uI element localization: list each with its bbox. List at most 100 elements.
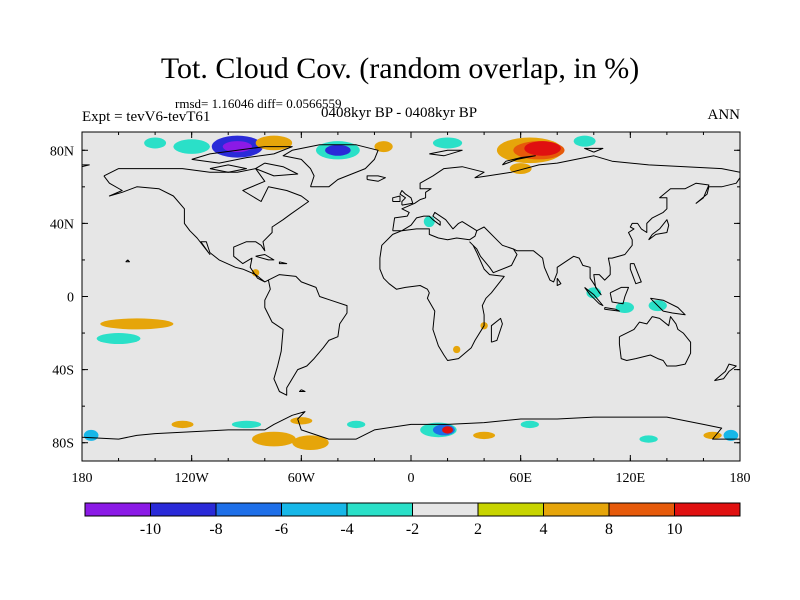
colorbar-bin: [477, 502, 544, 517]
chart-title: Tot. Cloud Cov. (random overlap, in %): [160, 52, 640, 85]
coastlines: [82, 144, 740, 440]
anomaly-region: [100, 318, 174, 330]
anomaly-region: [432, 137, 463, 149]
colorbar: -10 -8 -6 -4 -2 2 4 8 10: [84, 502, 741, 538]
map-background: [82, 132, 740, 461]
coastline: [429, 149, 463, 157]
coastline: [604, 307, 620, 312]
anomaly-region: [255, 135, 293, 151]
x-tick-label: 0: [408, 471, 415, 486]
colorbar-bin: [608, 502, 675, 517]
coastline: [103, 168, 310, 283]
anomaly-region: [520, 420, 539, 429]
colorbar-label: -8: [209, 521, 222, 538]
anomaly-region: [509, 163, 532, 175]
anomaly-region: [723, 429, 739, 441]
coastline: [399, 190, 414, 206]
colorbar-label: 8: [605, 521, 613, 538]
coastline: [618, 316, 692, 367]
coastline: [255, 162, 299, 177]
anomaly-region: [703, 431, 722, 440]
anomaly-region: [573, 135, 596, 147]
season-label: ANN: [707, 107, 741, 123]
anomaly-region: [442, 426, 454, 434]
anomaly-region: [325, 144, 351, 156]
period-label: 0408kyr BP - 0408kyr BP: [321, 105, 478, 121]
anomaly-region: [639, 435, 658, 443]
experiment-label: Expt = tevV6-tevT61: [82, 109, 211, 125]
colorbar-bin: [215, 502, 282, 517]
anomaly-region: [251, 431, 296, 447]
colorbar-bin: [84, 502, 151, 517]
coastline: [392, 155, 740, 231]
anomaly-region: [423, 216, 435, 228]
colorbar-bin: [543, 502, 610, 517]
colorbar-label: -6: [275, 521, 288, 538]
coastline: [584, 287, 604, 307]
colorbar-label: -4: [340, 521, 353, 538]
y-tick-label: 0: [67, 291, 74, 306]
coastline: [282, 144, 379, 188]
anomaly-region: [173, 139, 210, 154]
colorbar-label: 2: [474, 521, 482, 538]
anomaly-region: [374, 141, 393, 153]
y-tick-label: 40S: [52, 364, 74, 379]
coastline: [125, 259, 130, 263]
anomaly-region: [171, 420, 194, 429]
coastline: [379, 211, 505, 361]
coastline: [392, 195, 401, 202]
colorbar-label: -2: [406, 521, 419, 538]
coastline: [513, 177, 740, 296]
colorbar-bin: [150, 502, 217, 517]
coastline: [209, 164, 247, 173]
anomaly-region: [144, 137, 167, 149]
x-tick-label: 120E: [616, 471, 646, 486]
x-tick-label: 180: [72, 471, 93, 486]
x-tick-label: 180: [730, 471, 751, 486]
coastline: [650, 297, 686, 316]
anomaly-region: [524, 141, 561, 156]
coastline: [609, 286, 629, 305]
coastline: [191, 146, 293, 164]
y-tick-label: 80N: [50, 144, 74, 159]
coastline: [82, 164, 90, 168]
y-tick-label: 40N: [50, 217, 74, 232]
x-tick-label: 60W: [288, 471, 316, 486]
anomaly-region: [290, 417, 313, 425]
coastline: [584, 147, 604, 153]
anomaly-region: [231, 420, 262, 429]
coastline: [299, 389, 306, 392]
coastline: [629, 263, 642, 285]
coastline: [502, 155, 536, 166]
anomaly-region: [473, 431, 496, 440]
anomaly-region: [453, 345, 461, 354]
anomaly-region: [615, 301, 634, 313]
anomaly-region: [292, 435, 329, 451]
coastline: [490, 317, 503, 343]
anomaly-region: [83, 429, 99, 441]
x-tick-label: 120W: [175, 471, 210, 486]
stats-text: rmsd= 1.16046 diff= 0.0566559: [175, 96, 342, 111]
colorbar-label: -10: [140, 521, 161, 538]
coastline: [714, 363, 737, 382]
axis-ticks: 180 120W 60W 0 60E 120E 180 80N 40N 0 40S 80S: [50, 132, 751, 486]
coastline: [556, 277, 562, 286]
colorbar-bin: [281, 502, 348, 517]
coastline: [255, 254, 275, 261]
colorbar-bin: [674, 502, 741, 517]
x-tick-label: 60E: [509, 471, 532, 486]
coastline: [264, 274, 348, 396]
coastline: [278, 261, 288, 265]
colorbar-bin: [412, 502, 479, 517]
colorbar-bin: [346, 502, 413, 517]
anomaly-region: [96, 333, 141, 345]
y-tick-label: 80S: [52, 437, 74, 452]
anomaly-layer: [83, 135, 739, 451]
coastline: [82, 411, 740, 440]
anomaly-region: [251, 269, 260, 277]
coastline: [648, 219, 670, 241]
coastline: [472, 226, 518, 274]
colorbar-label: 10: [667, 521, 683, 538]
anomaly-region: [347, 420, 366, 429]
